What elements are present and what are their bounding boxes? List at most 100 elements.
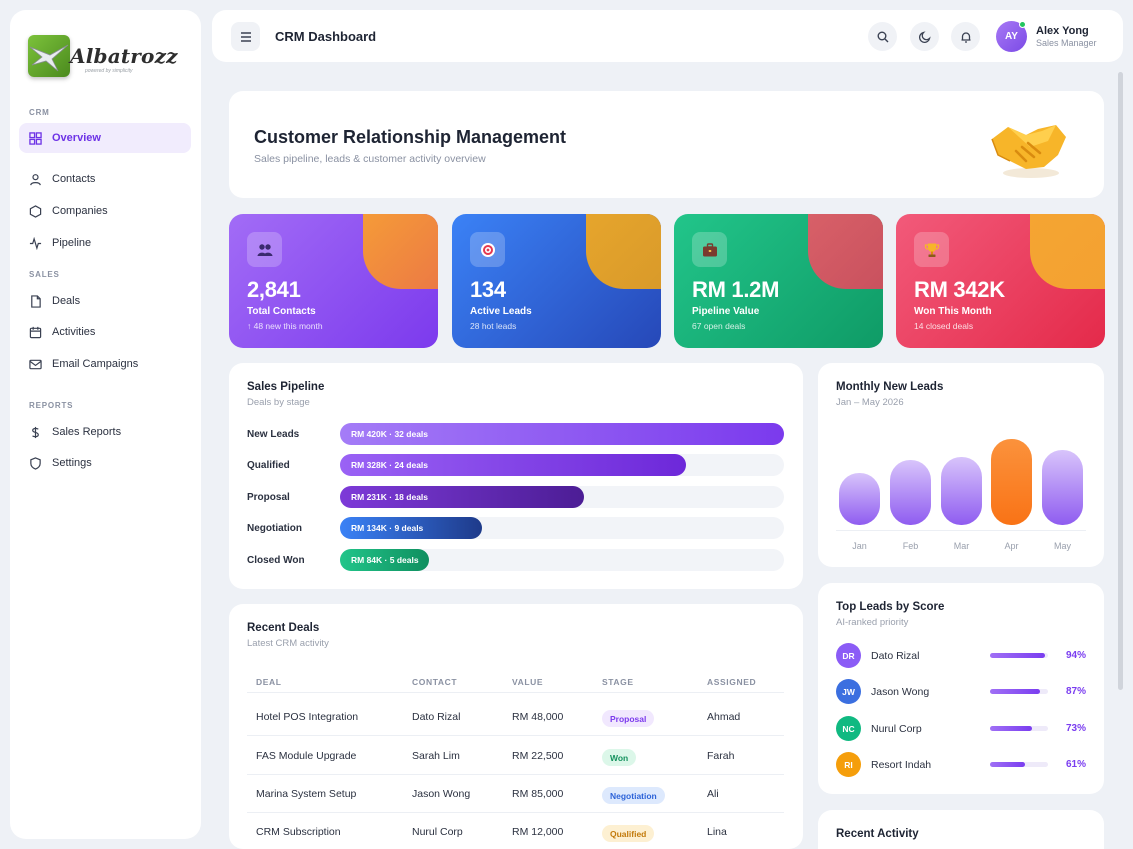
hexagon-icon xyxy=(29,204,42,218)
lead-row[interactable]: RI Resort Indah 61% xyxy=(818,752,1104,777)
card-subtitle: AI-ranked priority xyxy=(836,617,909,628)
stat-value: RM 342K xyxy=(914,277,1005,302)
sidebar-item-overview[interactable]: Overview xyxy=(19,123,191,153)
nav-section-crm: CRM xyxy=(29,108,50,117)
activity-icon xyxy=(29,236,42,250)
pipeline-row[interactable]: Negotiation RM 134K · 9 deals xyxy=(247,517,785,541)
card-subtitle: Jan – May 2026 xyxy=(836,397,904,408)
stage-badge: Proposal xyxy=(602,710,655,727)
theme-toggle-button[interactable] xyxy=(910,22,939,51)
stage-badge: Negotiation xyxy=(602,787,665,804)
chart-x-tick-label: May xyxy=(1053,541,1071,551)
stat-note: ↑ 48 new this month xyxy=(247,321,323,331)
stat-card-won-this-month[interactable]: RM 342K Won This Month 14 closed deals xyxy=(896,214,1105,348)
menu-toggle-button[interactable] xyxy=(231,22,260,51)
chart-bar-may[interactable] xyxy=(1042,450,1083,525)
sidebar-item-email-campaigns[interactable]: Email Campaigns xyxy=(19,349,191,379)
sidebar-item-deals[interactable]: Deals xyxy=(19,286,191,316)
brand-logo[interactable]: Albatrozz powered by simplicity xyxy=(28,26,178,88)
table-divider xyxy=(247,812,784,813)
lead-score-value: 87% xyxy=(1065,686,1086,697)
sidebar-item-contacts[interactable]: Contacts xyxy=(19,164,191,194)
table-cell-value: RM 85,000 xyxy=(512,788,564,800)
table-cell-value: RM 48,000 xyxy=(512,711,564,723)
lead-score-track xyxy=(990,762,1048,767)
stat-label: Pipeline Value xyxy=(692,306,760,317)
chart-bar-apr[interactable] xyxy=(991,439,1032,525)
stat-value: RM 1.2M xyxy=(692,277,780,302)
users-icon xyxy=(247,232,282,267)
brand-name: Albatrozz xyxy=(70,44,178,68)
table-row[interactable]: FAS Module Upgrade Sarah Lim RM 22,500 Fara… xyxy=(229,738,803,774)
table-row[interactable]: CRM Subscription Nurul Corp RM 12,000 Lina Q… xyxy=(229,814,803,849)
lead-score-bar xyxy=(990,689,1040,694)
column-header-value[interactable]: VALUE xyxy=(512,677,544,687)
table-row[interactable]: Marina System Setup Jason Wong RM 85,000 Al… xyxy=(229,776,803,812)
trophy-icon xyxy=(914,232,949,267)
chart-bar-feb[interactable] xyxy=(890,460,931,525)
stat-card-active-leads[interactable]: 134 Active Leads 28 hot leads xyxy=(452,214,661,348)
chart-x-tick-label: Mar xyxy=(953,541,970,551)
sidebar-item-activities[interactable]: Activities xyxy=(19,317,191,347)
page-scrollbar[interactable] xyxy=(1118,72,1123,690)
pipeline-stage-label: Closed Won xyxy=(247,555,305,566)
briefcase-icon xyxy=(692,232,727,267)
lead-row[interactable]: DR Dato Rizal 94% xyxy=(818,643,1104,668)
chart-x-tick-label: Apr xyxy=(1004,541,1019,551)
sidebar-item-settings[interactable]: Settings xyxy=(19,448,191,478)
bell-icon xyxy=(961,31,970,43)
recent-deals-card: Recent Deals Latest CRM activity DEAL CO… xyxy=(229,604,803,849)
column-header-assigned[interactable]: ASSIGNED xyxy=(707,677,757,687)
lead-row[interactable]: NC Nurul Corp 73% xyxy=(818,716,1104,741)
pipeline-row[interactable]: New Leads RM 420K · 32 deals xyxy=(247,423,785,447)
stat-card-pipeline-value[interactable]: RM 1.2M Pipeline Value 67 open deals xyxy=(674,214,883,348)
pipeline-bar: RM 231K · 18 deals xyxy=(340,486,584,508)
table-cell-assigned: Ali xyxy=(707,788,719,800)
lead-score-bar xyxy=(990,762,1025,767)
user-role: Sales Manager xyxy=(1036,38,1097,48)
lead-name: Dato Rizal xyxy=(871,650,920,662)
search-button[interactable] xyxy=(868,22,897,51)
sidebar-item-label: Settings xyxy=(52,457,92,469)
moon-icon xyxy=(918,30,931,43)
table-cell-deal: Marina System Setup xyxy=(256,788,357,800)
lead-row[interactable]: JW Jason Wong 87% xyxy=(818,679,1104,704)
chart-bar-mar[interactable] xyxy=(941,457,982,525)
pipeline-stage-label: Negotiation xyxy=(247,523,302,534)
column-header-stage[interactable]: STAGE xyxy=(602,677,634,687)
card-decoration xyxy=(808,214,883,289)
pipeline-row[interactable]: Closed Won RM 84K · 5 deals xyxy=(247,549,785,573)
sidebar-item-label: Overview xyxy=(52,132,101,144)
table-cell-contact: Jason Wong xyxy=(412,788,471,800)
hero-banner: Customer Relationship Management Sales p… xyxy=(229,91,1104,198)
card-title: Sales Pipeline xyxy=(247,381,325,393)
column-header-deal[interactable]: DEAL xyxy=(256,677,282,687)
chart-baseline xyxy=(836,530,1086,531)
stat-value: 134 xyxy=(470,277,506,302)
table-row[interactable]: Hotel POS Integration Dato Rizal RM 48,000… xyxy=(229,699,803,735)
sidebar-item-sales-reports[interactable]: Sales Reports xyxy=(19,417,191,447)
column-header-contact[interactable]: CONTACT xyxy=(412,677,458,687)
pipeline-stage-label: Proposal xyxy=(247,492,290,503)
online-status-indicator xyxy=(1019,21,1026,28)
pipeline-row[interactable]: Proposal RM 231K · 18 deals xyxy=(247,486,785,510)
file-icon xyxy=(31,294,41,308)
chart-bar-jan[interactable] xyxy=(839,473,880,525)
lead-avatar: RI xyxy=(836,752,861,777)
stat-card-total-contacts[interactable]: 2,841 Total Contacts ↑ 48 new this month xyxy=(229,214,438,348)
sidebar-item-label: Companies xyxy=(52,205,108,217)
table-cell-value: RM 22,500 xyxy=(512,750,564,762)
table-cell-contact: Nurul Corp xyxy=(412,826,463,838)
notifications-button[interactable] xyxy=(951,22,980,51)
calendar-icon xyxy=(29,326,42,338)
pipeline-row[interactable]: Qualified RM 328K · 24 deals xyxy=(247,454,785,478)
sidebar-item-pipeline[interactable]: Pipeline xyxy=(19,228,191,258)
lead-score-track xyxy=(990,726,1048,731)
stage-badge: Won xyxy=(602,749,637,766)
lead-score-value: 61% xyxy=(1065,759,1086,770)
sidebar-item-companies[interactable]: Companies xyxy=(19,196,191,226)
handshake-icon xyxy=(991,125,1066,178)
stage-badge: Qualified xyxy=(602,825,655,842)
pipeline-track: RM 420K · 32 deals xyxy=(340,423,784,445)
card-title: Recent Deals xyxy=(247,622,320,634)
